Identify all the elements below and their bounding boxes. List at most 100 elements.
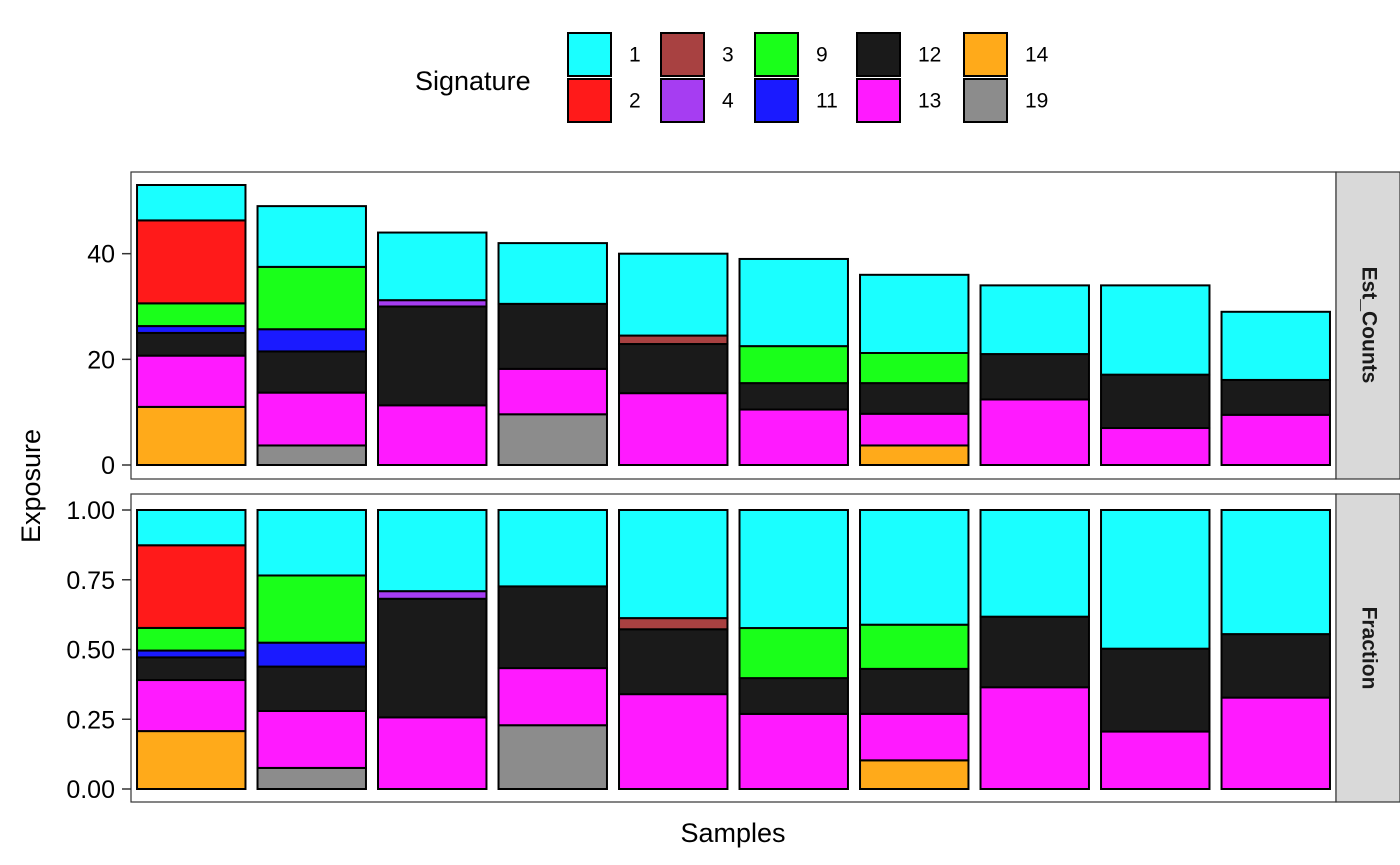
bar-segment-signature-9 bbox=[256, 265, 367, 331]
bars-fraction bbox=[136, 509, 1331, 791]
bar-segment-signature-3 bbox=[618, 617, 729, 631]
bar-segment-signature-14 bbox=[136, 405, 247, 467]
bar-segment-signature-12 bbox=[497, 585, 608, 670]
bar-segment-signature-13 bbox=[618, 693, 729, 791]
bar-segment-signature-12 bbox=[738, 382, 849, 411]
bar-segment-signature-1 bbox=[136, 184, 247, 222]
facet-label-fraction: Fraction bbox=[1357, 607, 1380, 690]
bar-segment-signature-1 bbox=[738, 257, 849, 348]
panel-fraction: Fraction 0.00 0.25 0.50 0.75 1.00 bbox=[66, 493, 1400, 804]
bar-segment-signature-12 bbox=[979, 353, 1090, 401]
bar-segment-signature-12 bbox=[979, 615, 1090, 689]
bar-segment-signature-13 bbox=[256, 709, 367, 769]
bar-segment-signature-9 bbox=[859, 352, 970, 385]
bar-segment-signature-13 bbox=[1100, 427, 1211, 466]
bar-segment-signature-13 bbox=[618, 392, 729, 466]
bar-segment-signature-12 bbox=[256, 350, 367, 394]
bar-segment-signature-1 bbox=[377, 231, 488, 302]
bar-segment-signature-9 bbox=[738, 345, 849, 385]
bar-segment-signature-3 bbox=[618, 334, 729, 346]
legend-key-4 bbox=[660, 78, 705, 123]
bar-segment-signature-13 bbox=[136, 354, 247, 408]
bar-segment-signature-19 bbox=[256, 766, 367, 790]
legend-label-19: 19 bbox=[1025, 90, 1048, 113]
y-tick-label: 0.50 bbox=[66, 637, 115, 665]
bar-segment-signature-13 bbox=[497, 667, 608, 727]
bar-segment-signature-1 bbox=[256, 205, 367, 268]
bar-segment-signature-14 bbox=[859, 444, 970, 467]
bar-segment-signature-11 bbox=[256, 328, 367, 353]
bar-segment-signature-12 bbox=[1220, 633, 1331, 699]
bar-segment-signature-13 bbox=[979, 398, 1090, 466]
bar-segment-signature-13 bbox=[377, 404, 488, 466]
bar-segment-signature-12 bbox=[256, 665, 367, 712]
y-tick-label: 1.00 bbox=[66, 497, 115, 525]
bar-segment-signature-12 bbox=[497, 302, 608, 370]
bar-segment-signature-19 bbox=[497, 724, 608, 790]
bar-segment-signature-12 bbox=[618, 628, 729, 696]
legend-title: Signature bbox=[415, 66, 531, 96]
bar-segment-signature-19 bbox=[497, 413, 608, 466]
bar-segment-signature-13 bbox=[859, 712, 970, 762]
legend-key-3 bbox=[660, 32, 705, 77]
bar-segment-signature-9 bbox=[859, 623, 970, 670]
legend-label-11: 11 bbox=[816, 90, 838, 113]
y-tick-label: 0.75 bbox=[66, 567, 115, 595]
bar-segment-signature-12 bbox=[377, 305, 488, 407]
legend-key-14 bbox=[963, 32, 1008, 77]
bar-segment-signature-12 bbox=[136, 331, 247, 357]
bars-est-counts bbox=[136, 184, 1331, 467]
bar-segment-signature-14 bbox=[859, 759, 970, 791]
bar-segment-signature-13 bbox=[979, 686, 1090, 790]
bar-segment-signature-1 bbox=[256, 509, 367, 577]
legend-label-13: 13 bbox=[918, 90, 941, 113]
y-axis-label: Exposure bbox=[16, 429, 46, 543]
bar-segment-signature-1 bbox=[497, 509, 608, 588]
bar-segment-signature-13 bbox=[1220, 696, 1331, 790]
bar-segment-signature-12 bbox=[377, 597, 488, 719]
y-tick-label: 0 bbox=[101, 452, 115, 480]
bar-segment-signature-13 bbox=[859, 412, 970, 447]
y-tick-label: 40 bbox=[87, 241, 115, 269]
bar-segment-signature-1 bbox=[497, 242, 608, 305]
bar-segment-signature-12 bbox=[1100, 647, 1211, 733]
bar-segment-signature-1 bbox=[377, 509, 488, 593]
legend-label-1: 1 bbox=[629, 44, 641, 67]
legend-key-2 bbox=[567, 78, 612, 123]
bar-segment-signature-13 bbox=[738, 408, 849, 466]
legend-label-12: 12 bbox=[918, 44, 941, 67]
x-axis-label: Samples bbox=[680, 818, 785, 848]
bar-segment-signature-19 bbox=[256, 444, 367, 467]
legend-label-2: 2 bbox=[629, 90, 641, 113]
bar-segment-signature-12 bbox=[859, 382, 970, 415]
legend-key-19 bbox=[963, 78, 1008, 123]
bar-segment-signature-13 bbox=[1220, 413, 1331, 466]
bar-segment-signature-4 bbox=[377, 590, 488, 600]
bar-segment-signature-12 bbox=[1100, 373, 1211, 430]
facet-strip-fraction bbox=[1335, 493, 1400, 803]
bar-segment-signature-1 bbox=[859, 273, 970, 354]
bar-segment-signature-12 bbox=[859, 667, 970, 715]
facet-label-est-counts: Est_Counts bbox=[1357, 267, 1380, 384]
bar-segment-signature-9 bbox=[136, 626, 247, 652]
legend-label-14: 14 bbox=[1025, 44, 1049, 67]
bar-segment-signature-9 bbox=[738, 627, 849, 680]
bar-segment-signature-12 bbox=[738, 677, 849, 715]
bar-segment-signature-13 bbox=[1100, 730, 1211, 790]
bar-segment-signature-1 bbox=[1100, 509, 1211, 650]
legend-key-13 bbox=[856, 78, 901, 123]
bar-segment-signature-13 bbox=[377, 716, 488, 790]
bar-segment-signature-2 bbox=[136, 219, 247, 305]
legend-label-4: 4 bbox=[722, 90, 734, 113]
bar-segment-signature-2 bbox=[136, 544, 247, 629]
bar-segment-signature-13 bbox=[738, 712, 849, 791]
bar-segment-signature-1 bbox=[859, 509, 970, 626]
bar-segment-signature-13 bbox=[136, 679, 247, 733]
bar-segment-signature-9 bbox=[256, 574, 367, 644]
bar-segment-signature-1 bbox=[979, 509, 1090, 618]
bar-segment-signature-1 bbox=[1220, 310, 1331, 381]
legend-key-1 bbox=[567, 32, 612, 77]
